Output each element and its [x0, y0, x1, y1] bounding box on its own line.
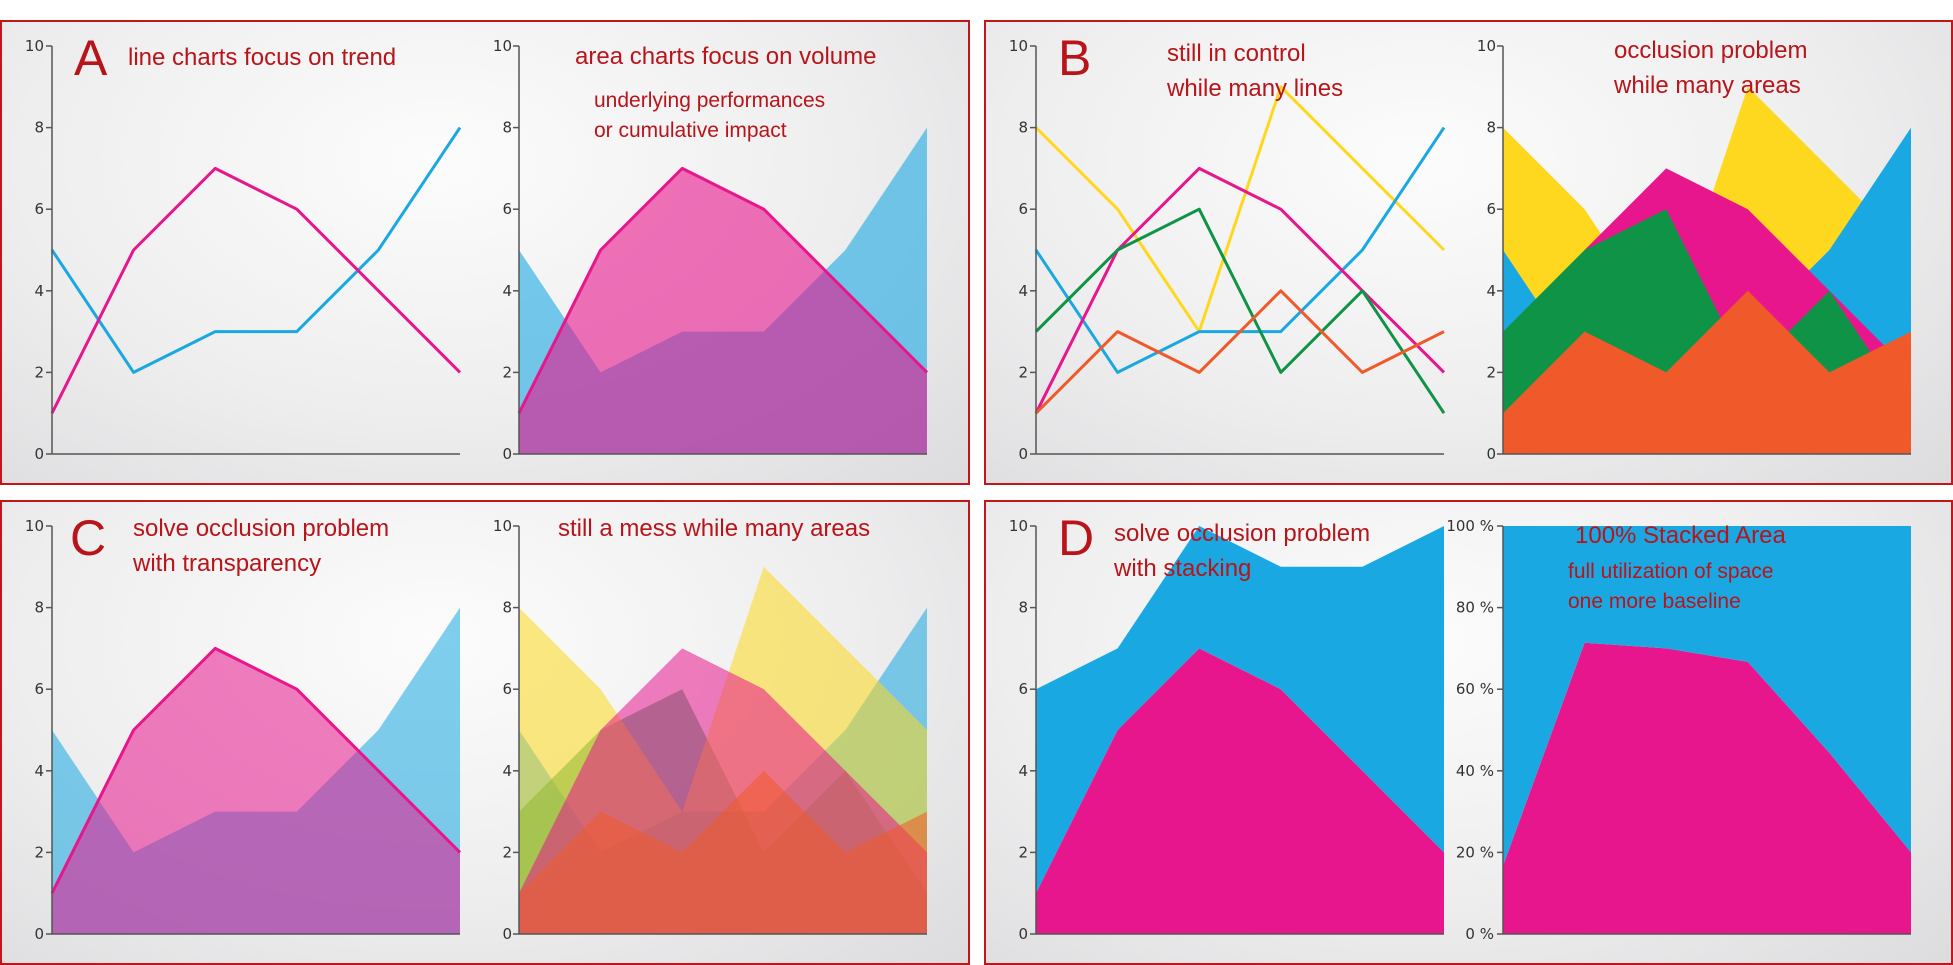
d-right-y-tick-label: 100 % [1446, 517, 1494, 535]
c-right-y-tick-label: 10 [493, 517, 512, 535]
panel-d-charts: 0 2 4 6 8 10 0 % 20 % 40 % 60 % 80 % 100 % [1009, 517, 1911, 943]
c-left-y-tick-label: 0 [34, 925, 44, 943]
b-right-y-tick-label: 2 [1486, 363, 1496, 381]
c-left-series-area-pink [52, 648, 460, 934]
d-right-y-tick-label: 0 % [1465, 925, 1494, 943]
title-still-in-control: still in control [1167, 40, 1306, 67]
b-left-series-line-green [1034, 207, 1446, 415]
title-100-stacked-area: 100% Stacked Area [1575, 522, 1786, 549]
chart-b-right: 0 2 4 6 8 10 [1477, 37, 1911, 463]
c-right-series-area-orange [519, 770, 927, 934]
a-left-y-tick-label: 6 [34, 200, 44, 218]
b-left-series-line-blue [1034, 126, 1446, 374]
c-right-y-tick-label: 0 [502, 925, 512, 943]
b-left-series-line-yellow [1034, 85, 1446, 334]
c-left-y-tick-label: 6 [34, 680, 44, 698]
b-left-y-tick-label: 6 [1018, 200, 1028, 218]
c-right-y-tick-label: 6 [502, 680, 512, 698]
d-right-y-tick-label: 20 % [1456, 843, 1494, 861]
title-with-transparency: with transparency [133, 550, 322, 577]
b-left-y-tick-label: 0 [1018, 445, 1028, 463]
b-left-series-line-pink [1034, 166, 1446, 414]
a-right-y-tick-label: 4 [502, 282, 512, 300]
a-right-series-area-pink [519, 168, 927, 454]
c-left-series-outline-pink [50, 646, 462, 894]
panel-b: 0 2 4 6 8 10 0 2 4 6 8 10 B still in control while… [984, 20, 1953, 485]
d-left-y-tick-label: 4 [1018, 762, 1028, 780]
chart-c-right: 0 2 4 6 8 10 [493, 517, 927, 943]
c-right-y-tick-label: 8 [502, 599, 512, 617]
note-full-utilization: full utilization of space [1568, 560, 1774, 583]
a-left-series-line-pink [50, 166, 462, 414]
c-right-y-tick-label: 4 [502, 762, 512, 780]
panel-c-charts: 0 2 4 6 8 10 0 2 4 6 8 10 [25, 517, 927, 943]
a-left-y-tick-label: 10 [25, 37, 44, 55]
title-area-charts-volume: area charts focus on volume [575, 43, 877, 70]
d-right-series-area-pink [1503, 642, 1911, 934]
panel-letter-d: D [1058, 510, 1095, 566]
c-left-y-tick-label: 10 [25, 517, 44, 535]
b-left-y-tick-label: 8 [1018, 119, 1028, 137]
title-occlusion-problem: occlusion problem [1614, 37, 1808, 64]
d-left-y-tick-label: 2 [1018, 843, 1028, 861]
d-right-y-tick-label: 60 % [1456, 680, 1494, 698]
d-left-y-tick-label: 8 [1018, 599, 1028, 617]
panel-d: 0 2 4 6 8 10 0 % 20 % 40 % 60 % 80 % 100 % D solve… [984, 500, 1953, 965]
title-while-many-lines: while many lines [1167, 75, 1344, 102]
panel-b-charts: 0 2 4 6 8 10 0 2 4 6 8 10 [1009, 37, 1911, 463]
d-right-series-area-blue [1503, 526, 1911, 866]
b-left-y-tick-label: 10 [1009, 37, 1028, 55]
a-left-y-tick-label: 8 [34, 119, 44, 137]
b-right-y-tick-label: 10 [1477, 37, 1496, 55]
title-still-a-mess: still a mess while many areas [558, 515, 871, 542]
d-left-y-tick-label: 10 [1009, 517, 1028, 535]
title-solve-occlusion-stacking: solve occlusion problem [1114, 520, 1371, 547]
c-left-y-tick-label: 8 [34, 599, 44, 617]
panel-c: 0 2 4 6 8 10 0 2 4 6 8 10 C solve occlusion proble… [0, 500, 970, 965]
title-with-stacking: with stacking [1114, 555, 1252, 582]
a-right-series-outline-pink [517, 166, 929, 414]
title-solve-occlusion-transparency: solve occlusion problem [133, 515, 390, 542]
panel-letter-c: C [70, 510, 107, 566]
b-right-series-area-orange [1503, 290, 1911, 454]
a-left-y-tick-label: 0 [34, 445, 44, 463]
d-left-series-area-pink [1036, 648, 1444, 934]
b-right-y-tick-label: 8 [1486, 119, 1496, 137]
a-left-series-line-blue [50, 126, 462, 374]
panel-a: 0 2 4 6 8 10 0 2 4 6 8 10 A line charts focus on t… [0, 20, 970, 485]
panel-a-charts: 0 2 4 6 8 10 0 2 4 6 8 10 [25, 37, 929, 463]
chart-c-left: 0 2 4 6 8 10 [25, 517, 462, 943]
b-left-series-line-orange [1034, 289, 1445, 415]
panel-letter-b: B [1058, 30, 1092, 86]
a-right-y-tick-label: 10 [493, 37, 512, 55]
chart-b-left: 0 2 4 6 8 10 [1009, 37, 1446, 463]
c-left-y-tick-label: 4 [34, 762, 44, 780]
panel-letter-a: A [74, 30, 108, 86]
note-cumulative-impact: or cumulative impact [594, 119, 787, 142]
chart-a-left: 0 2 4 6 8 10 [25, 37, 462, 463]
note-one-more-baseline: one more baseline [1568, 590, 1741, 613]
b-left-y-tick-label: 4 [1018, 282, 1028, 300]
b-right-y-tick-label: 0 [1486, 445, 1496, 463]
b-right-y-tick-label: 4 [1486, 282, 1496, 300]
d-left-y-tick-label: 0 [1018, 925, 1028, 943]
b-left-y-tick-label: 2 [1018, 363, 1028, 381]
title-line-charts-trend: line charts focus on trend [128, 44, 397, 71]
c-right-y-tick-label: 2 [502, 843, 512, 861]
title-while-many-areas: while many areas [1614, 72, 1801, 99]
a-left-y-tick-label: 4 [34, 282, 44, 300]
d-right-y-tick-label: 40 % [1456, 762, 1494, 780]
chart-a-right: 0 2 4 6 8 10 [493, 37, 929, 463]
chart-d-right: 0 % 20 % 40 % 60 % 80 % 100 % [1446, 517, 1911, 943]
a-right-y-tick-label: 8 [502, 119, 512, 137]
a-right-y-tick-label: 2 [502, 363, 512, 381]
a-left-y-tick-label: 2 [34, 363, 44, 381]
c-left-y-tick-label: 2 [34, 843, 44, 861]
note-underlying-performances: underlying performances [594, 89, 826, 112]
d-left-y-tick-label: 6 [1018, 680, 1028, 698]
a-right-y-tick-label: 6 [502, 200, 512, 218]
a-right-y-tick-label: 0 [502, 445, 512, 463]
b-right-y-tick-label: 6 [1486, 200, 1496, 218]
d-right-y-tick-label: 80 % [1456, 599, 1494, 617]
